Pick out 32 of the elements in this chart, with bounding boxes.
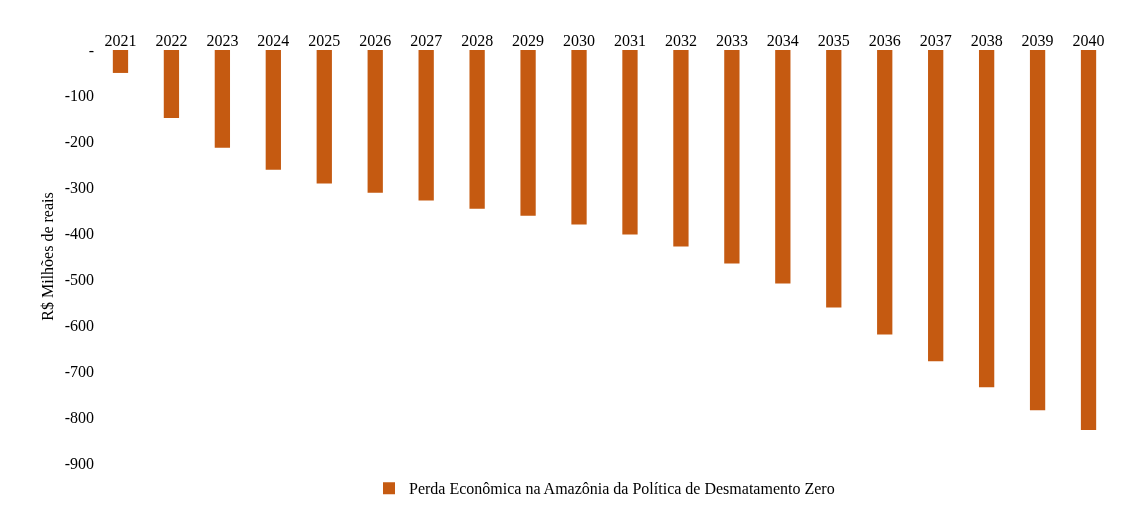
x-tick-label: 2035 — [817, 31, 850, 49]
x-tick-label: 2029 — [512, 31, 545, 49]
x-tick-label: 2032 — [664, 31, 697, 49]
y-tick-label: -600 — [64, 316, 94, 334]
y-tick-label: -900 — [64, 454, 94, 472]
y-tick-label: -300 — [64, 179, 94, 197]
y-tick-label: -200 — [64, 133, 94, 151]
y-tick-label: -400 — [64, 225, 94, 243]
x-tick-label: 2031 — [613, 31, 646, 49]
legend-label: Perda Econômica na Amazônia da Política de Desmatamento Zero — [409, 480, 835, 498]
y-tick-label: -500 — [64, 271, 94, 289]
x-tick-label: 2026 — [359, 31, 392, 49]
x-tick-label: 2024 — [257, 31, 290, 49]
y-tick-label: - — [88, 41, 94, 59]
x-tick-label: 2033 — [715, 31, 748, 49]
x-tick-label: 2022 — [155, 31, 188, 49]
x-tick-label: 2040 — [1072, 31, 1105, 49]
x-tick-label: 2025 — [308, 31, 341, 49]
x-tick-label: 2023 — [206, 31, 239, 49]
y-tick-label: -700 — [64, 362, 94, 380]
y-tick-label: -800 — [64, 408, 94, 426]
x-tick-label: 2034 — [766, 31, 799, 49]
x-tick-label: 2030 — [563, 31, 596, 49]
x-tick-label: 2021 — [104, 31, 137, 49]
y-tick-label: -100 — [64, 87, 94, 105]
x-tick-label: 2039 — [1021, 31, 1054, 49]
y-axis-title: R$ Milhões de reais — [39, 192, 56, 321]
x-tick-label: 2036 — [868, 31, 901, 49]
x-tick-label: 2038 — [970, 31, 1003, 49]
x-tick-label: 2028 — [461, 31, 494, 49]
x-tick-label: 2037 — [919, 31, 952, 49]
x-tick-label: 2027 — [410, 31, 443, 49]
